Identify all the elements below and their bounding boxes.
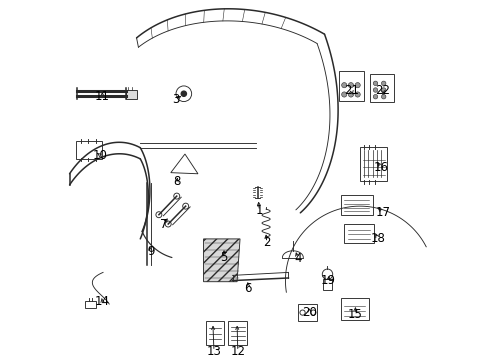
- FancyBboxPatch shape: [323, 279, 331, 290]
- Circle shape: [341, 82, 346, 88]
- Circle shape: [347, 92, 353, 97]
- Circle shape: [341, 92, 346, 97]
- FancyBboxPatch shape: [85, 301, 96, 308]
- Text: 6: 6: [244, 282, 251, 294]
- FancyBboxPatch shape: [344, 224, 373, 243]
- Circle shape: [173, 193, 180, 199]
- FancyBboxPatch shape: [298, 304, 317, 321]
- Text: 18: 18: [369, 231, 385, 245]
- Text: 11: 11: [95, 90, 110, 103]
- Circle shape: [354, 92, 360, 97]
- Text: 2: 2: [263, 236, 270, 249]
- FancyBboxPatch shape: [126, 90, 136, 99]
- Circle shape: [183, 203, 188, 209]
- Circle shape: [372, 88, 377, 92]
- Circle shape: [372, 94, 377, 99]
- FancyBboxPatch shape: [228, 321, 247, 345]
- Text: 20: 20: [302, 306, 316, 319]
- Text: 21: 21: [344, 84, 359, 97]
- Text: 13: 13: [206, 345, 221, 358]
- Text: 4: 4: [293, 252, 301, 265]
- FancyBboxPatch shape: [369, 75, 393, 102]
- Circle shape: [354, 82, 360, 88]
- Circle shape: [156, 212, 162, 218]
- Text: 19: 19: [320, 274, 335, 287]
- Text: 7: 7: [159, 218, 167, 231]
- Circle shape: [181, 91, 186, 96]
- Circle shape: [381, 94, 385, 99]
- Circle shape: [165, 221, 171, 227]
- Circle shape: [372, 81, 377, 86]
- Text: 16: 16: [373, 161, 388, 174]
- Text: 1: 1: [255, 204, 263, 217]
- FancyBboxPatch shape: [338, 71, 364, 101]
- Circle shape: [381, 81, 385, 86]
- FancyBboxPatch shape: [360, 147, 386, 181]
- Text: 8: 8: [173, 175, 180, 188]
- Circle shape: [347, 82, 353, 88]
- FancyBboxPatch shape: [340, 298, 368, 320]
- Polygon shape: [203, 239, 240, 282]
- Text: 15: 15: [347, 307, 362, 321]
- Text: 5: 5: [220, 251, 227, 264]
- Text: 17: 17: [375, 206, 389, 219]
- Text: 12: 12: [230, 345, 245, 358]
- Text: 3: 3: [172, 93, 179, 106]
- FancyBboxPatch shape: [340, 195, 372, 215]
- Text: 14: 14: [95, 295, 110, 308]
- FancyBboxPatch shape: [206, 321, 224, 345]
- FancyBboxPatch shape: [76, 141, 102, 159]
- Text: 22: 22: [375, 84, 389, 97]
- Text: 10: 10: [92, 149, 107, 162]
- Text: 9: 9: [147, 246, 154, 258]
- Circle shape: [381, 88, 385, 92]
